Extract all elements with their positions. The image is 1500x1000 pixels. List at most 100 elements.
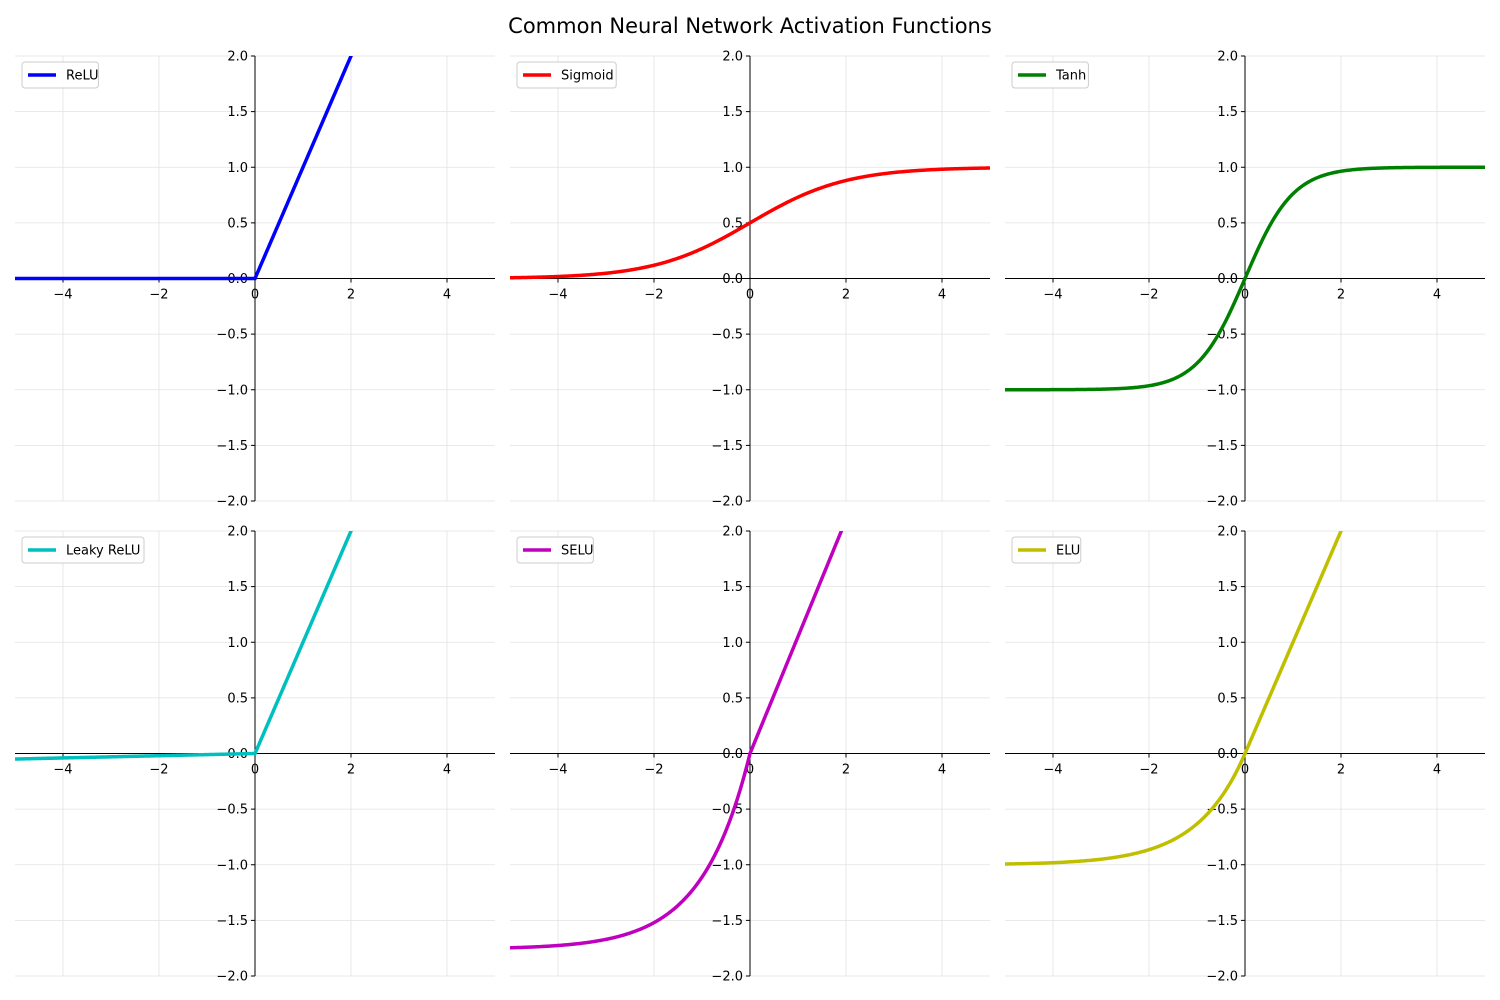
y-tick-label: 0.5 xyxy=(227,691,248,706)
series-line-leaky_relu xyxy=(15,531,353,761)
x-tick-label: 0 xyxy=(1241,288,1249,303)
legend-box xyxy=(1011,536,1082,564)
y-tick-label: 0.5 xyxy=(227,216,248,231)
y-tick-label: 2.0 xyxy=(1217,525,1238,540)
y-tick-label: 0.0 xyxy=(722,272,743,287)
y-tick-label: −0.5 xyxy=(216,328,248,343)
y-tick-label: 2.0 xyxy=(1217,50,1238,65)
series-line-selu xyxy=(510,531,844,950)
figure-title: Common Neural Network Activation Functio… xyxy=(508,14,992,38)
y-tick-label: 0.5 xyxy=(1217,691,1238,706)
y-tick-label: 2.0 xyxy=(722,50,743,65)
y-tick-label: 1.0 xyxy=(1217,636,1238,651)
subplot-leaky_relu: −4 −2 0 2 4−2.0−1.5−1.0−0.50.00.51.01.52.0Le… xyxy=(15,525,495,985)
y-tick-label: −0.5 xyxy=(216,803,248,818)
y-tick-label: 1.0 xyxy=(227,636,248,651)
x-tick-label: −2 xyxy=(644,288,663,303)
y-tick-label: 1.0 xyxy=(1217,161,1238,176)
x-tick-label: −2 xyxy=(1139,288,1158,303)
legend-box xyxy=(21,61,99,89)
x-tick-label: 4 xyxy=(938,288,946,303)
y-tick-label: −1.5 xyxy=(1206,439,1238,454)
x-tick-label: −2 xyxy=(644,763,663,778)
subplot-elu: −4 −2 0 2 4−2.0−1.5−1.0−0.50.00.51.01.52.0EL… xyxy=(1005,525,1485,985)
x-tick-label: 0 xyxy=(746,288,754,303)
x-tick-label: 0 xyxy=(251,763,259,778)
x-tick-label: 2 xyxy=(347,288,355,303)
x-tick-label: 4 xyxy=(1433,288,1441,303)
legend-label: Sigmoid xyxy=(561,69,614,84)
x-tick-label: −4 xyxy=(548,763,567,778)
x-tick-label: 4 xyxy=(1433,763,1441,778)
y-tick-label: −1.5 xyxy=(711,914,743,929)
y-tick-label: −1.0 xyxy=(711,383,743,398)
x-tick-label: 4 xyxy=(443,763,451,778)
series-line-relu xyxy=(15,56,353,281)
x-tick-label: 0 xyxy=(746,763,754,778)
y-tick-label: 1.5 xyxy=(722,105,743,120)
series-line-sigmoid xyxy=(510,166,990,280)
y-tick-label: −2.0 xyxy=(1206,495,1238,510)
x-tick-label: −4 xyxy=(53,288,72,303)
y-tick-label: 1.0 xyxy=(227,161,248,176)
y-tick-label: −1.5 xyxy=(1206,914,1238,929)
y-tick-label: −1.0 xyxy=(216,858,248,873)
x-tick-label: −2 xyxy=(1139,763,1158,778)
x-tick-label: −4 xyxy=(548,288,567,303)
legend-box xyxy=(21,536,145,564)
y-tick-label: −0.5 xyxy=(711,803,743,818)
x-tick-label: 0 xyxy=(1241,763,1249,778)
subplot-selu: −4 −2 0 2 4 −2.0 −1.5 −1.0 −0.5 0.0 0.5 1.0 1.5 2.0 SE… xyxy=(510,525,990,985)
y-tick-label: 0.5 xyxy=(722,691,743,706)
y-tick-label: 0.0 xyxy=(1217,747,1238,762)
x-tick-label: 4 xyxy=(938,763,946,778)
x-tick-label: 2 xyxy=(842,288,850,303)
x-tick-label: 2 xyxy=(842,763,850,778)
x-tick-label: −2 xyxy=(149,763,168,778)
x-tick-label: −4 xyxy=(53,763,72,778)
y-tick-label: 1.5 xyxy=(1217,580,1238,595)
y-tick-label: −2.0 xyxy=(216,495,248,510)
series-line-elu xyxy=(1005,531,1343,866)
x-tick-label: 4 xyxy=(443,288,451,303)
subplot-sigmoid: −4 −2 0 2 4 −2.0 −1.5 −1.0 −0.5 0.0 0.5 1.0 1.5 2.0 Si… xyxy=(510,50,990,510)
y-tick-label: −1.5 xyxy=(216,914,248,929)
y-tick-label: 0.0 xyxy=(1217,272,1238,287)
series-line-tanh xyxy=(1005,165,1485,392)
legend-box xyxy=(516,536,594,564)
y-tick-label: 1.5 xyxy=(227,580,248,595)
y-tick-label: −2.0 xyxy=(216,970,248,985)
y-tick-label: −1.0 xyxy=(711,858,743,873)
y-tick-label: 2.0 xyxy=(227,525,248,540)
subplot-tanh: −4 −2 0 2 4−2.0−1.5−1.0−0.50.00.51.01.52.0Ta… xyxy=(1005,50,1485,510)
legend-label: SELU xyxy=(561,544,594,559)
x-tick-label: −4 xyxy=(1043,288,1062,303)
y-tick-label: −1.5 xyxy=(711,439,743,454)
y-tick-label: 1.5 xyxy=(1217,105,1238,120)
legend-label: Leaky ReLU xyxy=(66,544,140,559)
y-tick-label: 1.0 xyxy=(722,161,743,176)
legend-label: ReLU xyxy=(66,69,99,84)
y-tick-label: −1.0 xyxy=(1206,858,1238,873)
x-tick-label: −2 xyxy=(149,288,168,303)
y-tick-label: 0.0 xyxy=(722,747,743,762)
y-tick-label: 0.5 xyxy=(722,216,743,231)
y-tick-label: 0.5 xyxy=(1217,216,1238,231)
y-tick-label: −2.0 xyxy=(1206,970,1238,985)
legend-box xyxy=(1011,61,1089,89)
x-tick-label: −4 xyxy=(1043,763,1062,778)
x-tick-label: 2 xyxy=(1337,288,1345,303)
y-tick-label: −1.0 xyxy=(1206,383,1238,398)
legend-label: Tanh xyxy=(1055,69,1086,84)
y-tick-label: −2.0 xyxy=(711,495,743,510)
x-tick-label: 2 xyxy=(1337,763,1345,778)
y-tick-label: −1.5 xyxy=(216,439,248,454)
legend-box xyxy=(516,61,617,89)
y-tick-label: 2.0 xyxy=(227,50,248,65)
y-tick-label: 1.0 xyxy=(722,636,743,651)
y-tick-label: −2.0 xyxy=(711,970,743,985)
legend-label: ELU xyxy=(1056,544,1080,559)
y-tick-label: −0.5 xyxy=(711,328,743,343)
subplot-relu: −4 −2 0 2 4−2.0−1.5−1.0−0.50.00.51.01.52.0Re… xyxy=(15,50,495,510)
